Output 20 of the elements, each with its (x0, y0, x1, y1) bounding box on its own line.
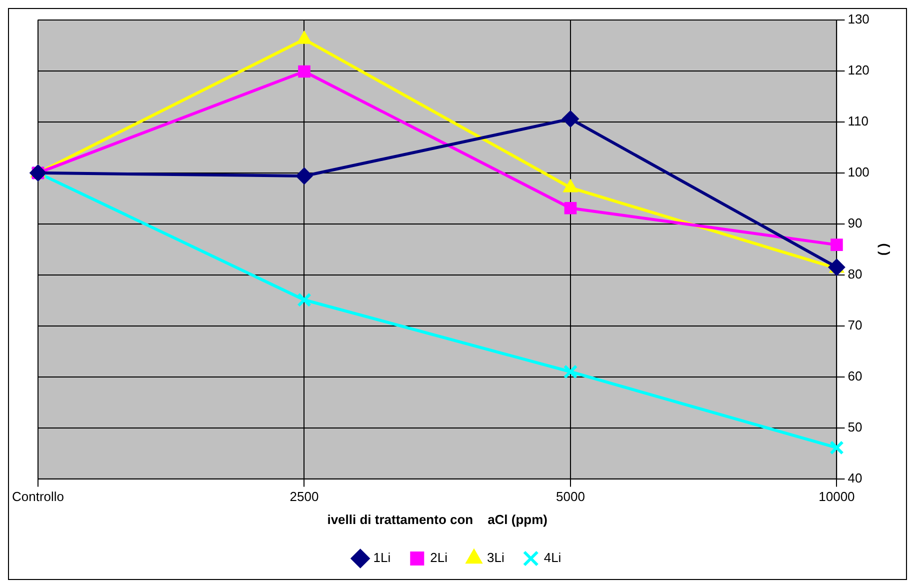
legend-label: 1Li (373, 550, 391, 566)
x-tick-label: 5000 (556, 489, 585, 504)
x-tick-label: Controllo (12, 489, 64, 504)
y-axis-title: ( ) (878, 243, 893, 256)
y-tick-label: 120 (848, 62, 870, 78)
x-tick-label: 2500 (290, 489, 319, 504)
y-tick-label: 40 (848, 470, 862, 486)
y-tick-label: 50 (848, 419, 862, 434)
legend-label: 2Li (430, 550, 448, 566)
x-tick-label: 10000 (818, 489, 855, 504)
y-tick-label: 70 (848, 317, 862, 332)
x-axis-title: ivelli di trattamento con aCl (ppm) (327, 512, 548, 527)
legend-label: 4Li (544, 550, 562, 566)
y-tick-label: 80 (848, 266, 862, 282)
y-tick-label: 100 (848, 164, 870, 180)
y-tick-label: 110 (848, 114, 868, 129)
y-tick-label: 130 (848, 12, 870, 27)
y-tick-label: 60 (848, 368, 862, 384)
legend-label: 3Li (487, 550, 504, 566)
y-tick-label: 90 (848, 215, 862, 230)
